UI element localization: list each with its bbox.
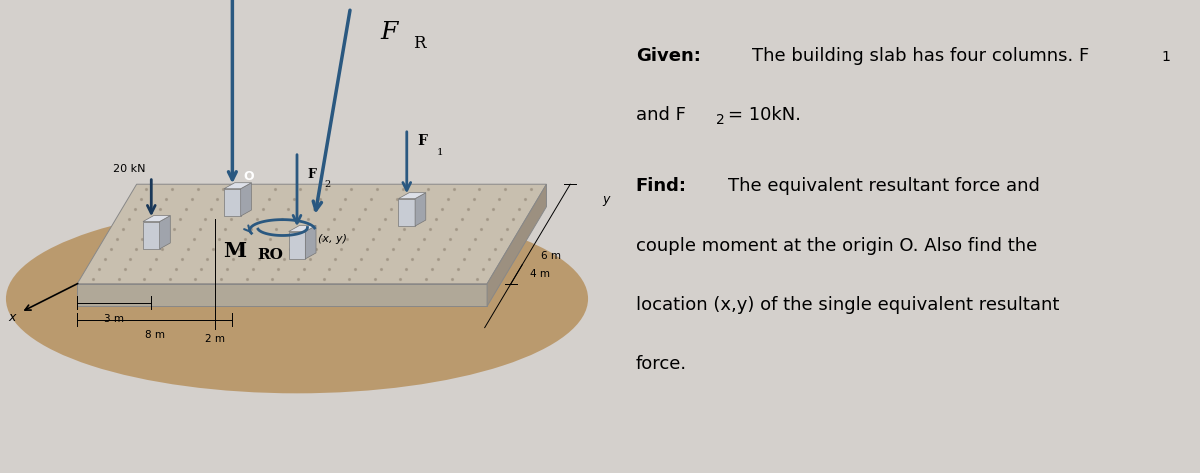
Text: (x, y): (x, y)	[318, 234, 347, 244]
Polygon shape	[77, 284, 487, 306]
Text: RO: RO	[258, 248, 283, 262]
Text: F: F	[418, 134, 427, 149]
Text: 2: 2	[716, 113, 725, 127]
Text: R: R	[413, 35, 425, 52]
Text: The building slab has four columns. F: The building slab has four columns. F	[751, 47, 1088, 65]
Polygon shape	[77, 184, 546, 284]
Polygon shape	[143, 221, 160, 249]
Text: M: M	[223, 241, 246, 261]
Text: location (x,y) of the single equivalent resultant: location (x,y) of the single equivalent …	[636, 296, 1060, 314]
Text: 6 m: 6 m	[540, 251, 560, 261]
Text: = 10kN.: = 10kN.	[727, 106, 800, 124]
Polygon shape	[289, 231, 305, 259]
Polygon shape	[398, 193, 426, 199]
Text: O: O	[244, 170, 253, 183]
Polygon shape	[224, 189, 241, 216]
Polygon shape	[143, 216, 170, 221]
Text: F: F	[380, 21, 397, 44]
Text: 1: 1	[1162, 50, 1170, 64]
Polygon shape	[415, 193, 426, 226]
Text: couple moment at the origin O. Also find the: couple moment at the origin O. Also find…	[636, 236, 1037, 254]
Text: force.: force.	[636, 355, 686, 373]
Ellipse shape	[6, 204, 588, 394]
Polygon shape	[160, 216, 170, 249]
Text: 2: 2	[324, 180, 330, 189]
Polygon shape	[398, 199, 415, 226]
Polygon shape	[241, 183, 251, 216]
Text: 2 m: 2 m	[204, 333, 224, 343]
Text: 3 m: 3 m	[104, 314, 125, 324]
Text: Given:: Given:	[636, 47, 701, 65]
Text: 1: 1	[437, 149, 443, 158]
Polygon shape	[289, 226, 316, 231]
Text: 4 m: 4 m	[529, 269, 550, 279]
Polygon shape	[305, 226, 316, 259]
Text: x: x	[8, 311, 16, 324]
Text: 8 m: 8 m	[145, 330, 164, 340]
Text: F: F	[307, 168, 317, 181]
Text: The equivalent resultant force and: The equivalent resultant force and	[727, 177, 1039, 195]
Text: 20 kN: 20 kN	[113, 164, 145, 174]
Text: and F: and F	[636, 106, 685, 124]
Polygon shape	[487, 184, 546, 306]
Text: y: y	[602, 193, 610, 206]
Text: Find:: Find:	[636, 177, 686, 195]
Polygon shape	[224, 183, 251, 189]
